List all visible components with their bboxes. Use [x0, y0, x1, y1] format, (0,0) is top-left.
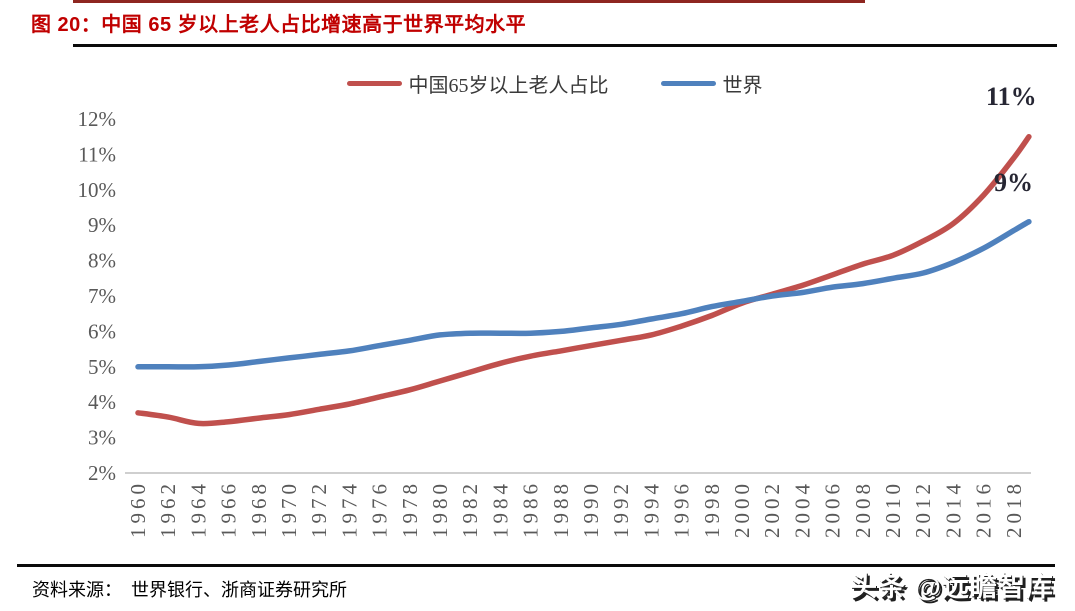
y-tick-label: 7% [88, 284, 116, 308]
y-tick-label: 5% [88, 355, 116, 379]
y-tick-label: 6% [88, 319, 116, 343]
y-tick-label: 2% [88, 461, 116, 485]
y-tick-label: 3% [88, 426, 116, 450]
series-line-china [135, 133, 1032, 427]
watermark: 头条 @远瞻智库 [850, 572, 1054, 602]
x-tick-label: 2002 [760, 480, 784, 538]
x-tick-label: 1996 [670, 480, 694, 538]
x-tick-label: 2006 [821, 480, 845, 538]
x-tick-label: 2012 [911, 480, 935, 538]
source-note: 资料来源： 世界银行、浙商证券研究所 [32, 576, 347, 602]
x-tick-label: 1962 [156, 480, 180, 538]
y-tick-label: 8% [88, 249, 116, 273]
footer-divider [17, 564, 1055, 567]
x-tick-label: 1992 [609, 480, 633, 538]
legend-swatch-world [660, 81, 716, 86]
legend-swatch-china [346, 81, 402, 86]
x-tick-label: 2018 [1002, 480, 1026, 538]
legend-item-china: 中国65岁以上老人占比 [346, 69, 609, 98]
x-tick-label: 2010 [881, 480, 905, 538]
y-tick-label: 10% [78, 178, 117, 202]
x-tick-label: 1960 [126, 480, 150, 538]
figure-title: 图 20：中国 65 岁以上老人占比增速高于世界平均水平 [31, 14, 527, 36]
x-tick-label: 2004 [790, 480, 814, 538]
source-body: 世界银行、浙商证券研究所 [131, 580, 347, 600]
x-tick-label: 1998 [700, 480, 724, 538]
y-tick-label: 9% [88, 213, 116, 237]
x-tick-label: 1970 [277, 480, 301, 538]
series-line-world [135, 218, 1032, 370]
y-tick-label: 11% [78, 142, 116, 166]
x-tick-label: 2000 [730, 480, 754, 538]
x-tick-label: 1994 [639, 480, 663, 538]
world-end-value-label: 9% [994, 168, 1033, 197]
legend-label-china: 中国65岁以上老人占比 [408, 75, 609, 97]
x-tick-label: 1986 [519, 480, 543, 538]
y-tick-label: 4% [88, 390, 116, 414]
x-tick-label: 1972 [307, 480, 331, 538]
x-tick-label: 1988 [549, 480, 573, 538]
x-tick-label: 2008 [851, 480, 875, 538]
x-tick-label: 1984 [488, 480, 512, 538]
x-tick-label: 1982 [458, 480, 482, 538]
legend-item-world: 世界 [660, 69, 763, 98]
x-tick-label: 1964 [186, 480, 210, 538]
header-accent-rule [73, 0, 865, 3]
header-divider [73, 44, 1057, 47]
x-tick-label: 1976 [368, 480, 392, 538]
chart-legend: 中国65岁以上老人占比 世界 [0, 69, 1075, 98]
x-tick-label: 1990 [579, 480, 603, 538]
y-tick-label: 12% [78, 107, 117, 131]
china-end-value-label: 11% [986, 82, 1037, 111]
legend-label-world: 世界 [722, 75, 763, 97]
source-prefix: 资料来源： [32, 580, 122, 600]
x-tick-label: 1968 [247, 480, 271, 538]
x-tick-label: 1978 [398, 480, 422, 538]
x-tick-label: 1974 [337, 480, 361, 538]
x-tick-label: 2016 [972, 480, 996, 538]
x-tick-label: 1966 [217, 480, 241, 538]
x-tick-label: 1980 [428, 480, 452, 538]
x-tick-label: 2014 [941, 480, 965, 538]
